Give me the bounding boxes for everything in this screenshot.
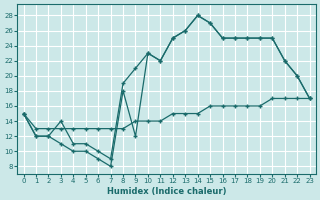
X-axis label: Humidex (Indice chaleur): Humidex (Indice chaleur): [107, 187, 226, 196]
